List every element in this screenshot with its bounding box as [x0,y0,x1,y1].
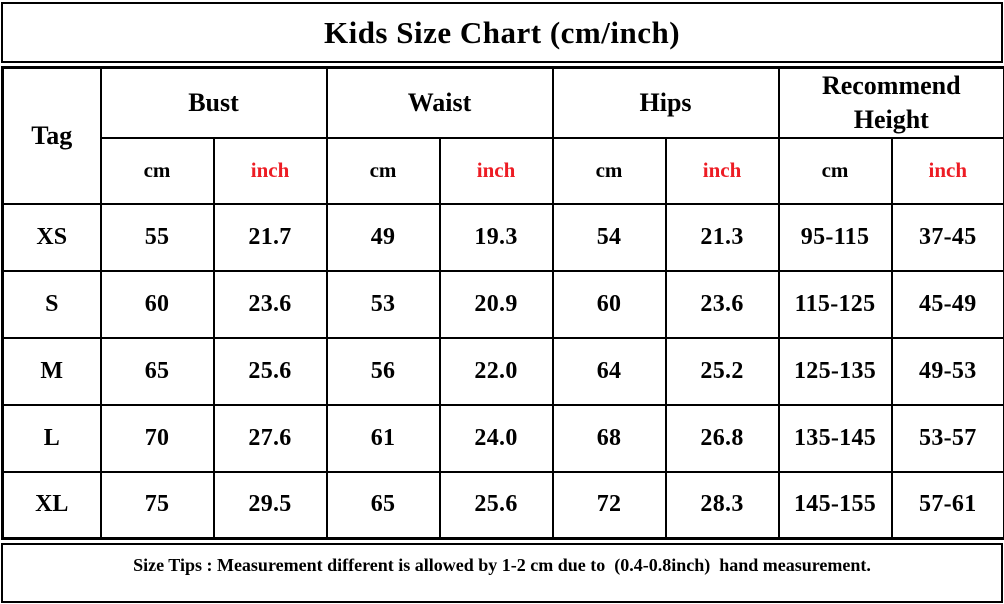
unit-header-hips-cm: cm [551,136,667,205]
hips-cm-value: 68 [551,403,667,473]
row-tag: S [1,269,102,339]
waist-cm-value: 53 [325,269,441,339]
height-inch-value: 57-61 [890,470,1004,540]
table-unit-header-row: cm inch cm inch cm inch cm inch [3,136,1004,205]
height-cm-value: 125-135 [777,336,893,406]
group-header-bust: Bust [99,66,328,139]
waist-cm-value: 49 [325,202,441,272]
waist-inch-value: 25.6 [438,470,554,540]
waist-cm-value: 65 [325,470,441,540]
bust-inch-value: 23.6 [212,269,328,339]
size-row-xl: XL 75 29.5 65 25.6 72 28.3 145-155 57-61 [1,470,1004,540]
size-row-s: S 60 23.6 53 20.9 60 23.6 115-125 45-49 [1,269,1004,339]
group-header-recommend-height: Recommend Height [777,66,1004,139]
height-cm-value: 145-155 [777,470,893,540]
group-header-hips: Hips [551,66,780,139]
waist-cm-value: 61 [325,403,441,473]
size-tips-text: Size Tips : Measurement different is all… [133,555,871,576]
row-tag: L [1,403,102,473]
unit-header-waist-cm: cm [325,136,441,205]
waist-cm-value: 56 [325,336,441,406]
unit-header-bust-cm: cm [99,136,215,205]
height-inch-value: 53-57 [890,403,1004,473]
hips-cm-value: 60 [551,269,667,339]
hips-cm-value: 64 [551,336,667,406]
unit-header-waist-inch: inch [438,136,554,205]
hips-inch-value: 23.6 [664,269,780,339]
waist-inch-value: 24.0 [438,403,554,473]
hips-inch-value: 26.8 [664,403,780,473]
row-tag: XL [1,470,102,540]
bust-inch-value: 27.6 [212,403,328,473]
bust-inch-value: 21.7 [212,202,328,272]
height-cm-value: 95-115 [777,202,893,272]
height-inch-value: 37-45 [890,202,1004,272]
hips-cm-value: 54 [551,202,667,272]
bust-cm-value: 70 [99,403,215,473]
bust-cm-value: 75 [99,470,215,540]
waist-inch-value: 22.0 [438,336,554,406]
size-row-m: M 65 25.6 56 22.0 64 25.2 125-135 49-53 [1,336,1004,406]
height-cm-value: 135-145 [777,403,893,473]
bust-cm-value: 55 [99,202,215,272]
bust-cm-value: 65 [99,336,215,406]
size-row-xs: XS 55 21.7 49 19.3 54 21.3 95-115 37-45 [1,202,1004,272]
height-cm-value: 115-125 [777,269,893,339]
unit-header-height-inch: inch [890,136,1004,205]
bust-inch-value: 25.6 [212,336,328,406]
recommend-height-label: Recommend Height [821,71,961,134]
hips-inch-value: 21.3 [664,202,780,272]
table-group-header-row: Tag Bust Waist Hips Recommend Height [1,66,1004,205]
unit-header-bust-inch: inch [212,136,328,205]
hips-cm-value: 72 [551,470,667,540]
unit-header-hips-inch: inch [664,136,780,205]
hips-inch-value: 28.3 [664,470,780,540]
size-row-l: L 70 27.6 61 24.0 68 26.8 135-145 53-57 [1,403,1004,473]
group-header-waist: Waist [325,66,554,139]
waist-inch-value: 20.9 [438,269,554,339]
bust-cm-value: 60 [99,269,215,339]
bust-inch-value: 29.5 [212,470,328,540]
unit-header-height-cm: cm [777,136,893,205]
height-inch-value: 49-53 [890,336,1004,406]
chart-title-box: Kids Size Chart (cm/inch) [1,2,1003,63]
hips-inch-value: 25.2 [664,336,780,406]
column-header-tag: Tag [1,66,102,205]
size-table: Tag Bust Waist Hips Recommend Height cm … [1,66,1004,541]
waist-inch-value: 19.3 [438,202,554,272]
row-tag: M [1,336,102,406]
height-inch-value: 45-49 [890,269,1004,339]
chart-title: Kids Size Chart (cm/inch) [323,14,681,50]
row-tag: XS [1,202,102,272]
size-tips-box: Size Tips : Measurement different is all… [1,543,1003,604]
